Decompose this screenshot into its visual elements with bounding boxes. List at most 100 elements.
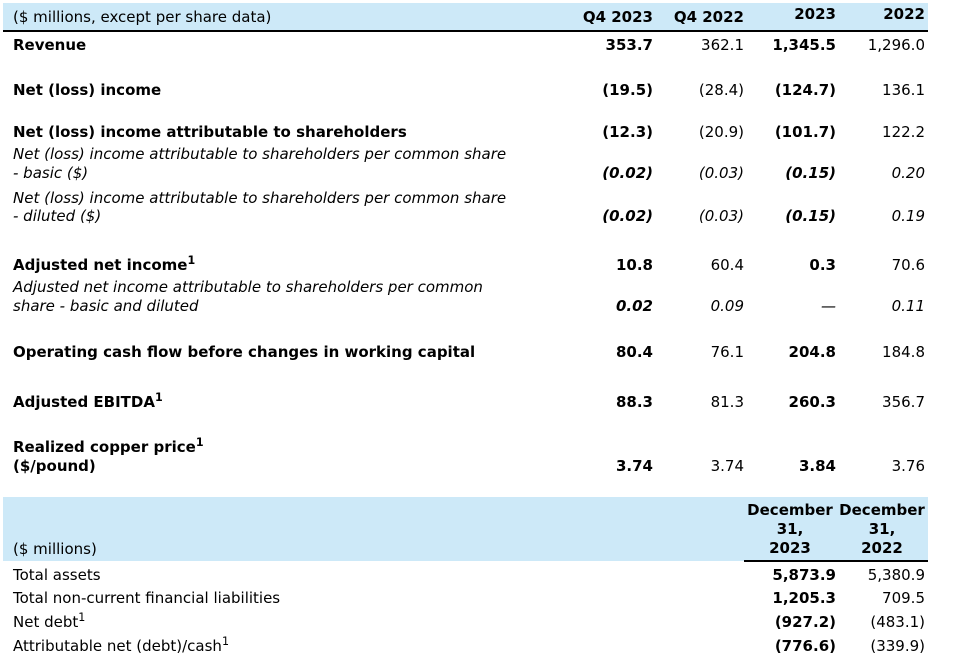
footnote-marker: 1 <box>187 254 196 267</box>
cell-value: (927.2) <box>774 613 836 631</box>
cell-value: (0.03) <box>698 207 744 226</box>
table-row: Attributable net (debt)/cash1 (776.6) (339… <box>3 632 928 656</box>
empty-cell <box>560 608 653 632</box>
empty-cell <box>560 584 653 608</box>
table-row: Net (loss) income (19.5) (28.4) (124.7) 136.… <box>3 55 928 100</box>
table-row: Net debt1 (927.2) (483.1) <box>3 608 928 632</box>
cell-value: (0.03) <box>698 163 744 182</box>
cell-value: 356.7 <box>882 393 925 411</box>
table-row: Net (loss) income attributable to shareh… <box>3 142 928 183</box>
financial-report-page: ($ millions, except per share data) Q4 2… <box>3 3 928 655</box>
empty-cell <box>560 632 653 656</box>
balance-table-body: Total assets 5,873.9 5,380.9 Total non-curr… <box>3 561 928 656</box>
row-label: Adjusted net income1 <box>13 254 196 274</box>
table-row: Net (loss) income attributable to shareh… <box>3 183 928 227</box>
table-row: Total assets 5,873.9 5,380.9 <box>3 561 928 585</box>
column-header-december-31-2022: December 31, 2022 <box>836 497 928 562</box>
cell-value: 0.02 <box>615 296 653 315</box>
cell-value: 10.8 <box>615 256 653 274</box>
cell-value: 3.74 <box>710 456 744 475</box>
column-header-2023: 2023 <box>744 3 836 32</box>
empty-header-cell <box>653 497 744 561</box>
table1-caption: ($ millions, except per share data) <box>3 3 560 32</box>
cell-value: 184.8 <box>882 343 925 362</box>
cell-value: 0.20 <box>891 163 925 182</box>
cell-value: 204.8 <box>788 343 836 362</box>
table-row: Operating cash flow before changes in wo… <box>3 315 928 362</box>
cell-value: 362.1 <box>701 35 744 54</box>
row-label: Total assets <box>13 565 101 584</box>
cell-value: 260.3 <box>788 393 836 411</box>
cell-value: (776.6) <box>774 636 836 655</box>
row-label: Realized copper price1 ($/pound) <box>13 435 204 475</box>
row-label: Net debt1 <box>13 611 86 631</box>
cell-value: 3.84 <box>798 456 836 475</box>
column-header-2022: 2022 <box>836 3 928 32</box>
empty-cell <box>653 584 744 608</box>
empty-cell <box>653 561 744 585</box>
empty-cell <box>560 561 653 585</box>
column-header-q4-2023: Q4 2023 <box>560 3 653 32</box>
cell-value: 353.7 <box>605 35 653 54</box>
cell-value: — <box>821 296 836 315</box>
cell-value: 60.4 <box>710 256 744 274</box>
cell-value: 1,205.3 <box>772 589 836 608</box>
table-row: Adjusted net income attributable to shar… <box>3 275 928 316</box>
cell-value: (0.15) <box>785 207 836 226</box>
cell-value: (19.5) <box>602 80 653 99</box>
cell-value: 81.3 <box>710 393 744 411</box>
table-row: Realized copper price1 ($/pound) 3.74 3.74 3… <box>3 412 928 476</box>
row-label: Attributable net (debt)/cash1 <box>13 634 230 655</box>
cell-value: 70.6 <box>891 256 925 274</box>
footnote-marker: 1 <box>195 435 204 449</box>
cell-value: 0.19 <box>891 207 925 226</box>
row-label: Net (loss) income attributable to shareh… <box>13 123 407 142</box>
footnote-marker: 1 <box>78 611 86 624</box>
empty-cell <box>653 608 744 632</box>
row-label: Net (loss) income attributable to shareh… <box>13 145 507 182</box>
cell-value: 76.1 <box>710 343 744 362</box>
row-label: Adjusted EBITDA1 <box>13 391 163 411</box>
cell-value: (101.7) <box>774 123 836 142</box>
row-label: Adjusted net income attributable to shar… <box>13 277 483 315</box>
footnote-marker: 1 <box>154 391 163 404</box>
row-label: Total non-current financial liabilities <box>13 589 281 608</box>
balance-table-header-row: ($ millions) December 31, 2023 December 31,… <box>3 497 928 562</box>
row-label: Operating cash flow before changes in wo… <box>13 343 476 362</box>
cell-value: 0.09 <box>710 296 744 315</box>
cell-value: (20.9) <box>698 123 744 142</box>
table-row: Total non-current financial liabilities 1… <box>3 584 928 608</box>
balance-table: ($ millions) December 31, 2023 December 31,… <box>3 497 928 655</box>
cell-value: (0.02) <box>602 163 653 182</box>
cell-value: (339.9) <box>870 636 925 655</box>
table-row: Adjusted net income1 10.8 60.4 0.3 70.6 <box>3 226 928 275</box>
cell-value: (124.7) <box>774 80 836 99</box>
cell-value: 5,380.9 <box>867 565 925 584</box>
cell-value: 3.74 <box>615 456 653 475</box>
column-header-december-31-2023: December 31, 2023 <box>744 497 836 562</box>
cell-value: 80.4 <box>615 343 653 362</box>
summary-table-body: Revenue 353.7 362.1 1,345.5 1,296.0 Net (loss… <box>3 31 928 476</box>
cell-value: 136.1 <box>882 80 925 99</box>
column-header-q4-2022: Q4 2022 <box>653 3 744 32</box>
cell-value: 1,296.0 <box>867 35 925 54</box>
cell-value: 122.2 <box>882 123 925 142</box>
cell-value: 3.76 <box>891 456 925 475</box>
cell-value: 0.3 <box>809 256 836 274</box>
summary-table: ($ millions, except per share data) Q4 2… <box>3 3 928 475</box>
cell-value: (483.1) <box>870 613 925 631</box>
summary-table-header-row: ($ millions, except per share data) Q4 2… <box>3 3 928 32</box>
empty-header-cell <box>560 497 653 561</box>
row-label: Revenue <box>13 35 87 54</box>
cell-value: 88.3 <box>615 393 653 411</box>
table2-caption: ($ millions) <box>3 497 560 561</box>
cell-value: 5,873.9 <box>772 565 836 584</box>
row-label: Net (loss) income attributable to shareh… <box>13 188 507 226</box>
cell-value: 709.5 <box>882 589 925 608</box>
table-row: Net (loss) income attributable to shareh… <box>3 99 928 142</box>
cell-value: (28.4) <box>698 80 744 99</box>
cell-value: (0.02) <box>602 207 653 226</box>
cell-value: (12.3) <box>602 123 653 142</box>
table-row: Revenue 353.7 362.1 1,345.5 1,296.0 <box>3 31 928 55</box>
cell-value: 1,345.5 <box>772 35 836 54</box>
